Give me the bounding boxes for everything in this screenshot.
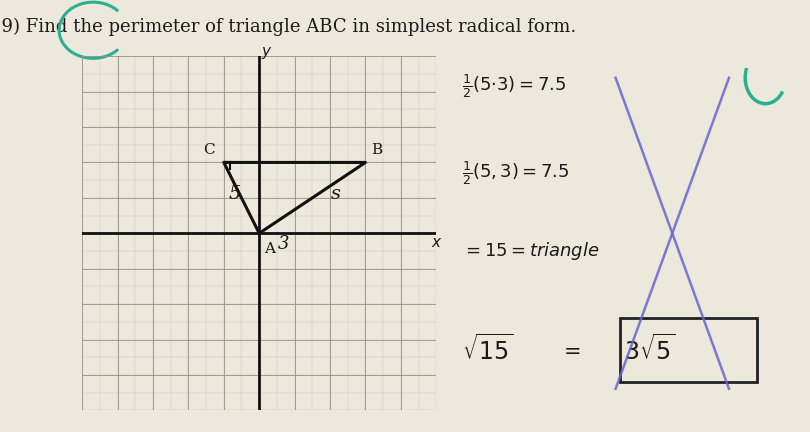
Text: $= 15 = triangle$: $= 15 = triangle$ — [462, 240, 599, 261]
Text: $3\sqrt{5}$: $3\sqrt{5}$ — [624, 335, 676, 365]
Text: $\frac{1}{2}(5, 3) = 7.5$: $\frac{1}{2}(5, 3) = 7.5$ — [462, 159, 569, 187]
Text: C: C — [203, 143, 215, 157]
Text: 5: 5 — [228, 185, 241, 203]
Text: s: s — [330, 185, 340, 203]
Text: B: B — [371, 143, 382, 157]
Text: 3: 3 — [279, 235, 290, 253]
Text: $= $: $= $ — [559, 340, 580, 360]
Text: $\frac{1}{2}(5{\cdot}3) = 7.5$: $\frac{1}{2}(5{\cdot}3) = 7.5$ — [462, 73, 566, 100]
Text: 19) Find the perimeter of triangle ABC in simplest radical form.: 19) Find the perimeter of triangle ABC i… — [0, 17, 577, 35]
Text: $\sqrt{15}$: $\sqrt{15}$ — [462, 335, 514, 365]
Text: A: A — [265, 242, 275, 256]
Text: y: y — [262, 44, 271, 59]
Text: x: x — [432, 235, 441, 251]
